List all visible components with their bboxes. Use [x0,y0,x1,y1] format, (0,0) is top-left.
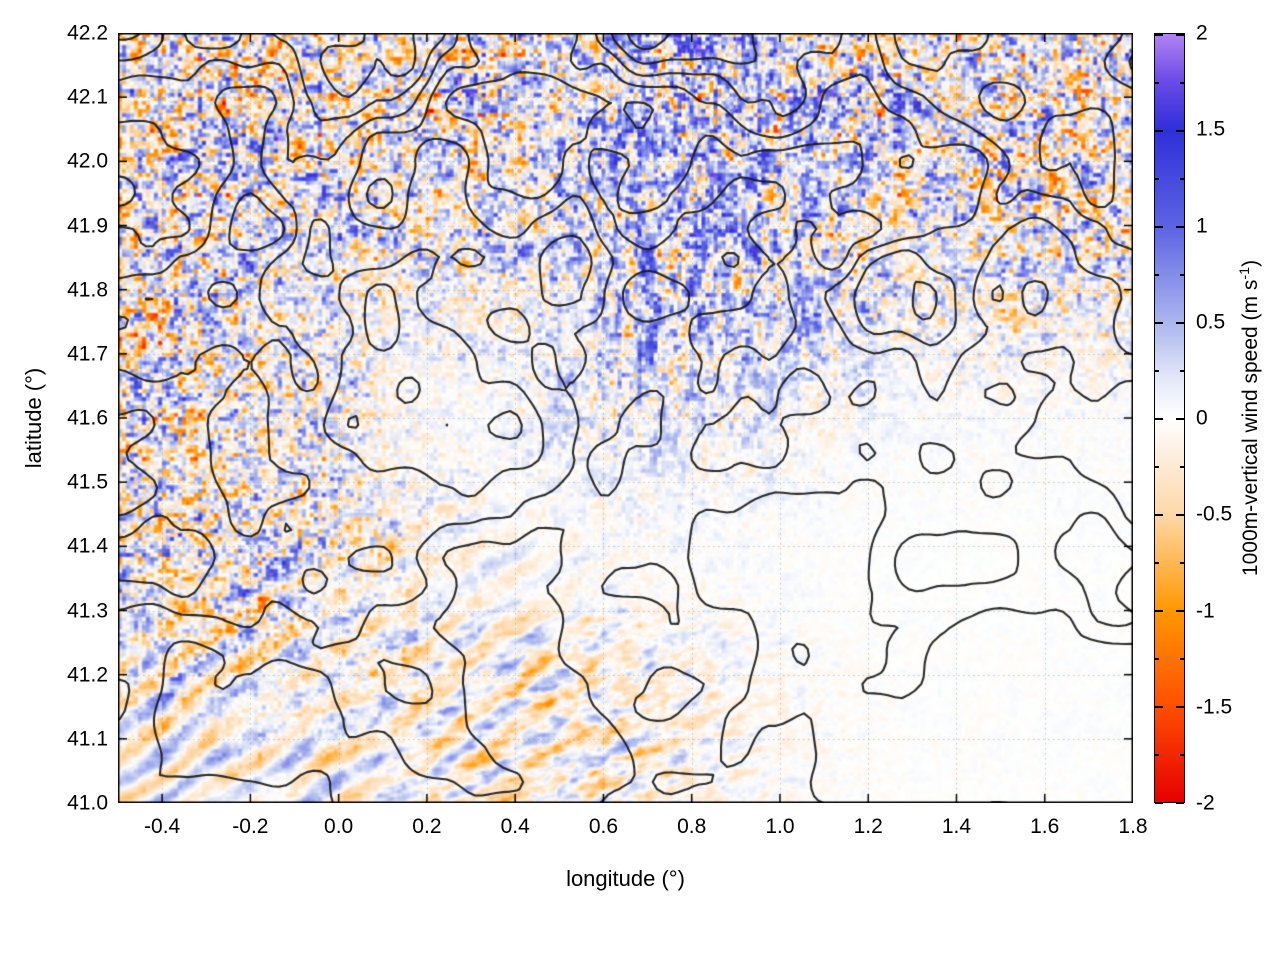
colorbar-tick-label: 2 [1196,21,1208,45]
colorbar-tick-mark [1155,322,1163,324]
colorbar-label-close: ) [1239,259,1262,267]
colorbar-tick-mark [1176,706,1184,708]
colorbar-tick-label: -1 [1196,599,1215,622]
colorbar-label-superscript: -1 [1237,266,1253,280]
x-tick-label: 0.4 [500,815,530,838]
x-tick-label: 1.4 [941,815,972,838]
colorbar-tick-mark [1155,34,1163,36]
x-tick-label: -0.4 [144,815,181,838]
colorbar-tick-mark [1176,130,1184,132]
y-tick-label: 41.4 [67,534,108,558]
y-tick-label: 42.2 [67,21,108,45]
colorbar-tick-mark [1155,82,1159,84]
colorbar-label-text: 1000m-vertical wind speed (m s [1239,279,1262,577]
x-axis-label: longitude (°) [566,866,685,891]
colorbar [1154,33,1185,804]
colorbar-tick-mark [1176,514,1184,516]
colorbar-tick-mark [1155,178,1159,180]
colorbar-tick-mark [1155,370,1159,372]
colorbar-tick-mark [1180,370,1184,372]
y-tick-label: 41.6 [67,406,108,430]
y-tick-label: 41.9 [67,214,108,237]
colorbar-tick-mark [1176,802,1184,804]
colorbar-tick-label: 1.5 [1196,117,1226,141]
y-tick-label: 41.5 [67,470,108,494]
x-tick-label: 0.2 [412,815,442,838]
colorbar-tick-label: -1.5 [1196,695,1233,719]
colorbar-tick-mark [1176,610,1184,612]
colorbar-label: 1000m-vertical wind speed (m s-1) [1237,260,1263,576]
x-tick-label: 1.2 [853,815,883,838]
colorbar-tick-mark [1180,658,1184,660]
colorbar-tick-mark [1155,610,1163,612]
colorbar-tick-mark [1176,322,1184,324]
colorbar-tick-mark [1155,562,1159,564]
x-tick-label: 0.0 [324,815,354,838]
y-tick-label: 41.7 [67,342,108,366]
colorbar-tick-mark [1155,466,1159,468]
colorbar-tick-mark [1180,562,1184,564]
y-tick-label: 42.1 [67,85,108,109]
colorbar-tick-mark [1155,754,1159,756]
colorbar-ticks [1155,34,1184,804]
wind-speed-heatmap-canvas [118,33,1133,803]
colorbar-tick-mark [1155,658,1159,660]
colorbar-tick-mark [1155,130,1163,132]
colorbar-tick-mark [1180,466,1184,468]
colorbar-tick-mark [1155,418,1163,420]
colorbar-tick-label: 1 [1196,214,1208,237]
y-tick-label: 41.3 [67,599,108,622]
colorbar-tick-mark [1155,706,1163,708]
colorbar-tick-mark [1176,226,1184,228]
colorbar-tick-mark [1176,418,1184,420]
colorbar-tick-mark [1180,178,1184,180]
colorbar-tick-label: 0.5 [1196,310,1226,334]
colorbar-tick-mark [1180,754,1184,756]
y-tick-label: 41.2 [67,663,108,687]
x-tick-label: 0.6 [588,815,619,838]
x-tick-label: 1.8 [1118,815,1148,838]
x-tick-label: 0.8 [677,815,707,838]
y-tick-label: 41.1 [67,727,108,751]
colorbar-tick-label: -0.5 [1196,502,1233,526]
colorbar-tick-mark [1155,226,1163,228]
y-tick-label: 42.0 [67,149,108,173]
colorbar-tick-mark [1180,82,1184,84]
x-tick-label: 1.0 [765,815,795,838]
colorbar-tick-mark [1155,274,1159,276]
y-tick-label: 41.8 [67,278,108,302]
colorbar-tick-mark [1176,34,1184,36]
colorbar-tick-mark [1155,802,1163,804]
y-axis-label: latitude (°) [21,367,46,469]
y-tick-label: 41.0 [67,791,108,815]
colorbar-tick-label: -2 [1196,791,1215,815]
x-tick-label: -0.2 [232,815,269,838]
colorbar-tick-label: 0 [1196,406,1208,430]
colorbar-tick-mark [1155,514,1163,516]
x-tick-label: 1.6 [1030,815,1060,838]
colorbar-tick-mark [1180,274,1184,276]
